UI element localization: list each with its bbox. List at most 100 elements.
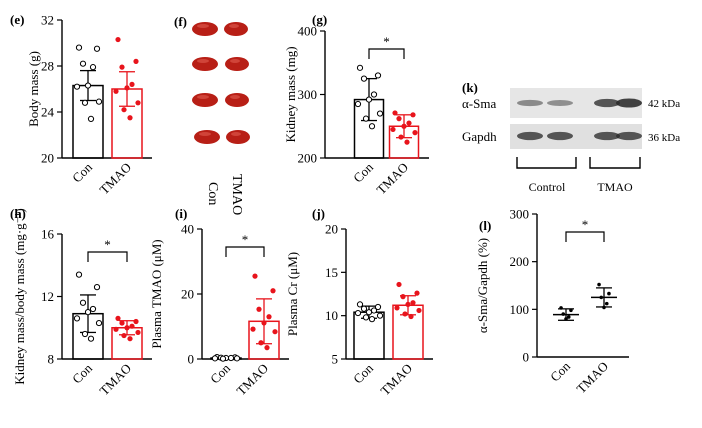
data-point-tmao	[264, 345, 270, 351]
data-point-con	[95, 319, 103, 327]
data-point-con	[356, 64, 364, 71]
data-point-con	[368, 123, 376, 130]
data-point-con	[233, 355, 241, 362]
blot-band	[517, 131, 543, 141]
blot-band	[594, 98, 620, 108]
data-point-tmao	[135, 329, 141, 336]
data-point-con	[95, 98, 103, 105]
y-tick-label: 16	[41, 227, 55, 242]
data-point-tmao	[394, 305, 400, 311]
blot-bands	[517, 98, 642, 141]
data-point-con	[75, 271, 83, 278]
data-point-tmao	[127, 115, 133, 121]
data-point-tmao	[129, 323, 135, 329]
panel-f: (f)	[174, 14, 250, 215]
y-tick-label: 300	[510, 207, 530, 222]
blot-row-label-gapdh: Gapdh	[462, 129, 497, 144]
data-point-con	[365, 309, 373, 316]
blot-size-gapdh: 36 kDa	[648, 132, 680, 144]
y-axis-title: Plasma TMAO (μM)	[149, 239, 164, 348]
y-axis-title: Plasma Cr (μM)	[285, 252, 300, 336]
data-point-tmao	[124, 85, 130, 91]
data-point-tmao	[129, 81, 135, 87]
data-point-tmao	[607, 291, 611, 296]
kidney-pair-4	[194, 130, 250, 144]
y-tick-label: 300	[298, 87, 318, 102]
data-point-tmao	[261, 320, 267, 326]
data-point-tmao	[602, 305, 606, 310]
x-tick-label: Con	[547, 358, 573, 384]
kidney-con-1	[192, 22, 218, 36]
y-axis-title: Kidney mass/body mass (mg·g⁻¹)	[12, 208, 27, 385]
kidney-shine	[197, 59, 209, 63]
x-tick-label: TMAO	[573, 359, 611, 397]
data-point-tmao	[113, 88, 119, 94]
data-point-tmao	[398, 134, 404, 140]
y-axis-title: Kidney mass (mg)	[283, 46, 298, 142]
data-point-tmao	[133, 58, 139, 64]
y-tick-label: 24	[41, 105, 55, 120]
data-point-tmao	[408, 313, 414, 320]
x-tick-label: TMAO	[373, 160, 411, 198]
significance-bracket	[565, 231, 605, 242]
panel-label: (l)	[479, 218, 491, 233]
data-point-tmao	[404, 139, 410, 145]
kidney-photo	[192, 22, 250, 144]
data-point-con	[374, 303, 382, 311]
kidney-con-3	[192, 93, 218, 107]
data-point-con	[374, 72, 382, 79]
data-point-con	[376, 312, 384, 319]
panel-label-k: (k)	[462, 80, 478, 95]
data-point-con	[84, 82, 92, 89]
data-point-con	[360, 75, 368, 82]
y-axis-title: α-Sma/Gapdh (%)	[475, 238, 490, 333]
data-point-tmao	[604, 301, 609, 306]
data-point-con	[81, 330, 89, 338]
data-point-con	[87, 115, 95, 123]
x-tick-label: Con	[350, 159, 376, 185]
data-point-tmao	[416, 307, 422, 314]
kidney-shine	[230, 95, 240, 99]
significance-star: *	[383, 34, 390, 49]
data-point-con	[561, 312, 566, 316]
data-point-con	[84, 309, 92, 316]
data-point-tmao	[121, 107, 127, 113]
data-point-tmao	[410, 300, 416, 306]
x-tick-label: Con	[350, 360, 376, 386]
kidney-shine	[230, 59, 240, 63]
kidney-shine	[231, 132, 241, 136]
data-point-tmao	[406, 120, 412, 126]
x-tick-label: Con	[69, 360, 95, 386]
data-point-con	[559, 306, 563, 310]
kidney-pair-2	[192, 57, 249, 71]
data-point-con	[81, 99, 89, 106]
data-point-tmao	[405, 301, 411, 307]
data-point-tmao	[115, 315, 121, 321]
data-point-con	[227, 354, 235, 362]
kidney-shine	[229, 24, 239, 28]
data-point-con	[354, 100, 362, 108]
significance-star: *	[582, 217, 589, 232]
y-tick-label: 200	[298, 151, 318, 166]
y-tick-label: 5	[332, 352, 339, 367]
chart-2: (h) 8 12 16 Kidney mass/body mass (mg·g⁻¹) Co…	[10, 206, 152, 398]
kidney-shine	[199, 132, 211, 136]
data-point-tmao	[410, 112, 416, 118]
data-point-con	[569, 308, 573, 313]
data-point-tmao	[135, 100, 141, 106]
data-point-con	[87, 335, 95, 342]
data-point-con	[360, 305, 368, 312]
chart-3: (i) 0 20 40 Plasma TMAO (μM) Con TMAO *	[149, 206, 289, 398]
data-point-con	[79, 299, 87, 306]
data-point-con	[376, 110, 384, 117]
significance-star: *	[242, 232, 249, 247]
kidney-tmao-3	[225, 93, 249, 107]
blot-band	[547, 131, 573, 141]
data-point-con	[564, 317, 568, 321]
data-point-con	[93, 284, 101, 291]
y-tick-label: 20	[325, 222, 338, 237]
data-point-tmao	[599, 295, 604, 300]
